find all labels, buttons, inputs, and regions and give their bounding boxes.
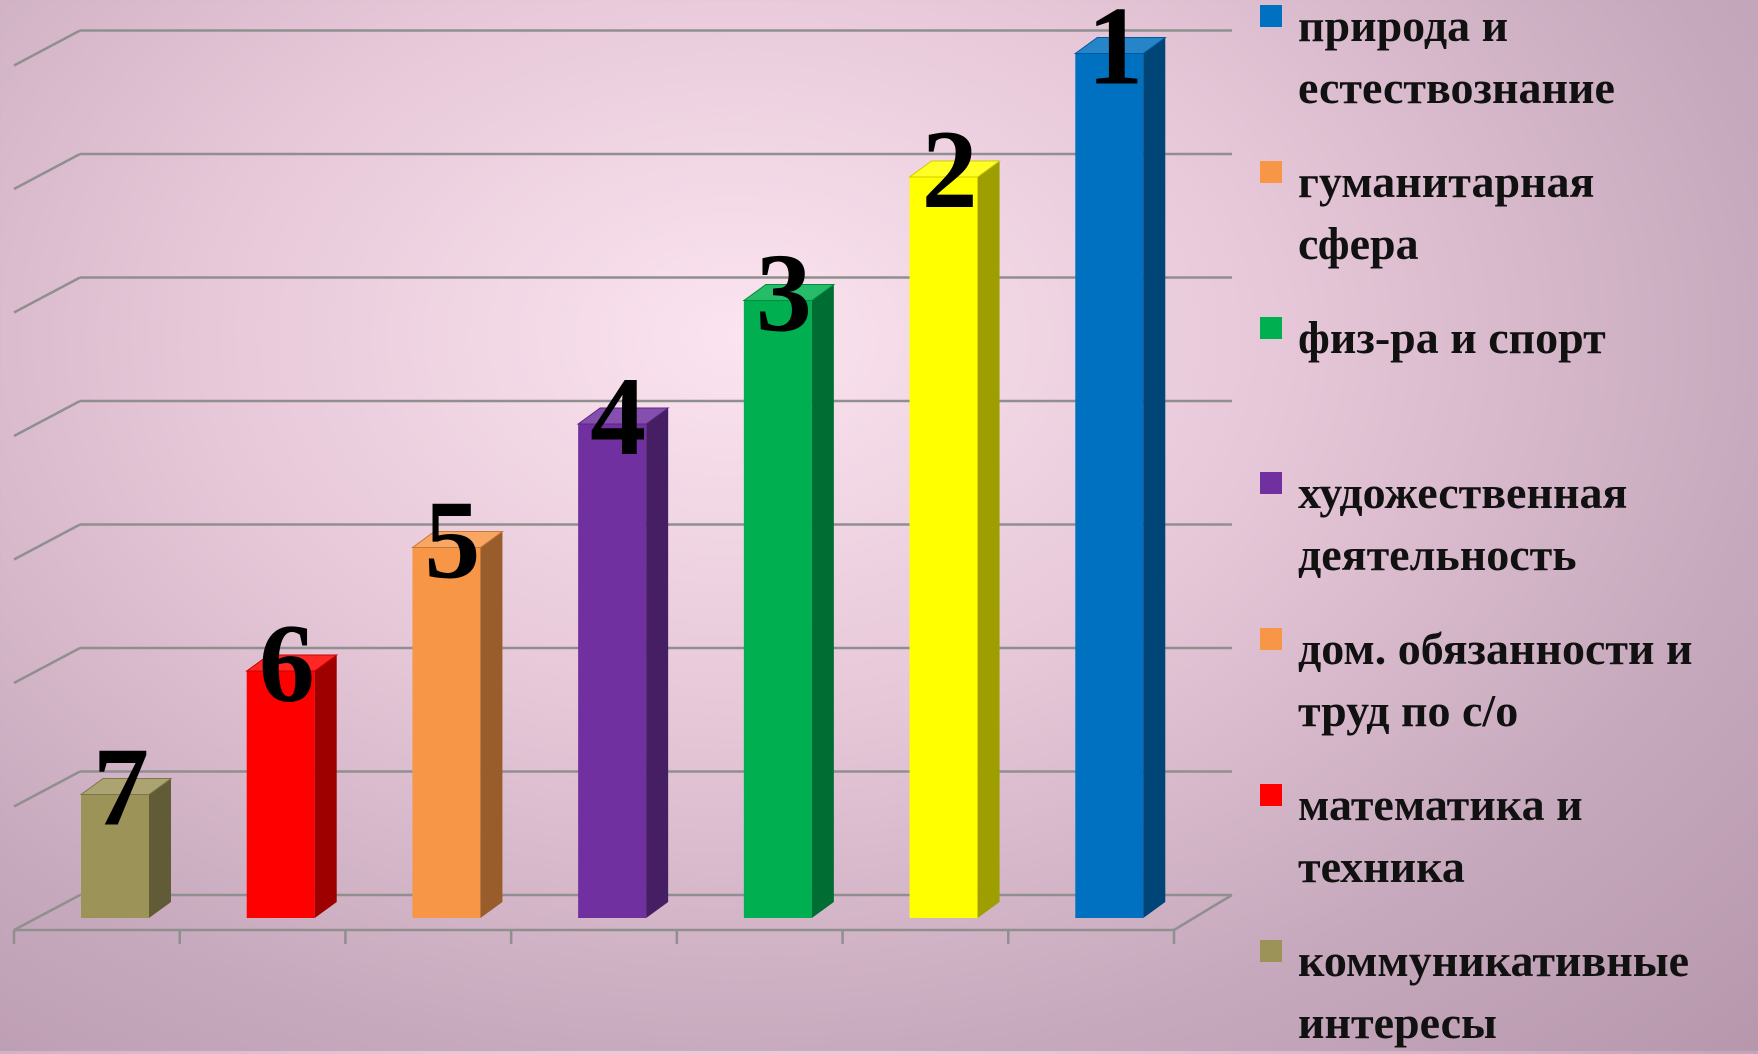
bar-front [246,671,315,918]
bar [742,284,836,918]
data-label: 6 [259,602,315,726]
bar-top [245,654,339,672]
bar [576,407,670,918]
gridline-side [13,893,81,932]
data-label: 7 [93,726,149,850]
bar [410,531,504,918]
legend-label: дом. обязанности и труд по с/о [1298,618,1758,742]
legend-label: математика и техника [1298,774,1758,898]
bar-front [578,424,647,918]
bar-front [412,547,481,918]
bar-side [1143,37,1166,918]
legend-swatch [1260,628,1282,650]
legend-label-line: гуманитарная [1298,156,1595,207]
bar-top [576,407,670,425]
legend-label-line: дом. обязанности и [1298,623,1693,674]
gridline-side [13,152,81,191]
legend-swatch [1260,5,1282,27]
legend-label-line: интересы [1298,997,1497,1048]
legend-label: художественная деятельность [1298,462,1758,586]
legend-swatch [1260,161,1282,183]
gridline-side [13,399,81,438]
bar-front [81,794,149,918]
legend-swatch [1260,784,1282,806]
bar [1073,37,1167,918]
data-label: 2 [922,108,978,232]
legend-label: природа и естествознание [1298,0,1758,119]
legend-label-line: природа и [1298,0,1509,51]
bar-side [314,655,337,918]
chart-bars [79,37,1167,918]
gridline-side [13,29,81,67]
gridline-side [13,770,81,808]
bar-side [480,531,503,918]
floor-right-edge [1173,893,1233,932]
data-label: 4 [590,355,646,479]
bar [79,778,173,918]
data-label: 5 [424,479,480,603]
bar [245,654,339,918]
bar-side [977,161,1000,918]
bar [908,160,1002,918]
gridline-side [13,523,81,561]
gridline-side [13,646,81,685]
legend-swatch [1260,940,1282,962]
bar-front [1075,53,1144,918]
legend-label-line: художественная [1298,467,1628,518]
data-label: 3 [756,232,812,356]
bar-side [149,778,171,918]
legend-label-line: сфера [1298,218,1419,269]
legend-label-line: деятельность [1298,529,1577,580]
legend-swatch [1260,472,1282,494]
legend-label-line: труд по с/о [1298,685,1519,736]
bar-top [79,778,173,795]
legend-label: физ-ра и спорт [1298,307,1758,369]
bar-front [909,177,978,918]
legend-label-line: коммуникативные [1298,935,1690,986]
legend-label-line: техника [1298,841,1465,892]
bar-front [743,300,812,918]
data-label: 1 [1087,0,1143,109]
bar-top [742,284,836,301]
legend-label-line: физ-ра и спорт [1298,312,1606,363]
legend-label: коммуникативные интересы [1298,930,1758,1054]
bar-top [1073,37,1167,54]
legend-label-line: естествознание [1298,62,1615,113]
bar-top [410,531,504,548]
gridline-side [13,276,81,314]
bar-side [646,408,669,918]
legend-label-line: математика и [1298,779,1583,830]
bar-top [908,160,1002,178]
legend-swatch [1260,317,1282,339]
bar-side [811,284,834,918]
legend-label: гуманитарная сфера [1298,151,1758,275]
